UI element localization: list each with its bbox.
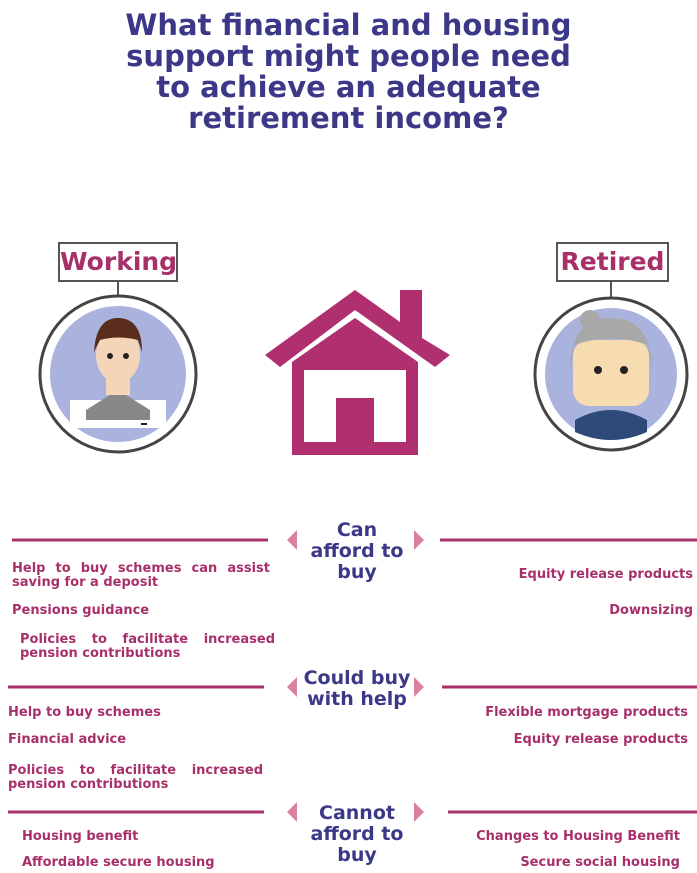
support-item: Pensions guidance — [12, 604, 270, 618]
support-item: Policies to facilitate increased pension… — [8, 764, 263, 792]
section-label: Cannot afford to buy — [302, 803, 412, 866]
title: What financial and housing support might… — [110, 10, 587, 134]
arrow — [287, 802, 297, 822]
support-item: Affordable secure housing — [22, 856, 277, 870]
support-item: Secure social housing — [440, 856, 680, 870]
working-label: Working — [58, 242, 178, 282]
working-avatar — [40, 296, 196, 452]
support-item: Equity release products — [453, 568, 693, 582]
support-item: Policies to facilitate increased pension… — [20, 633, 275, 661]
house-icon — [265, 290, 450, 455]
support-item: Housing benefit — [22, 830, 277, 844]
support-item: Equity release products — [448, 733, 688, 747]
support-item: Changes to Housing Benefit — [440, 830, 680, 844]
support-item: Help to buy schemes — [8, 706, 266, 720]
support-item: Downsizing — [453, 604, 693, 618]
support-item: Financial advice — [8, 733, 266, 747]
support-item: Help to buy schemes can assist saving fo… — [12, 562, 270, 590]
arrow — [287, 677, 297, 697]
arrow — [414, 530, 424, 550]
retired-avatar — [535, 298, 687, 450]
arrow — [414, 677, 424, 697]
support-item: Flexible mortgage products — [448, 706, 688, 720]
arrow — [287, 530, 297, 550]
section-label: Can afford to buy — [302, 520, 412, 583]
arrow — [414, 802, 424, 822]
page: What financial and housing support might… — [0, 0, 697, 873]
retired-label: Retired — [556, 242, 669, 282]
section-label: Could buy with help — [302, 668, 412, 710]
